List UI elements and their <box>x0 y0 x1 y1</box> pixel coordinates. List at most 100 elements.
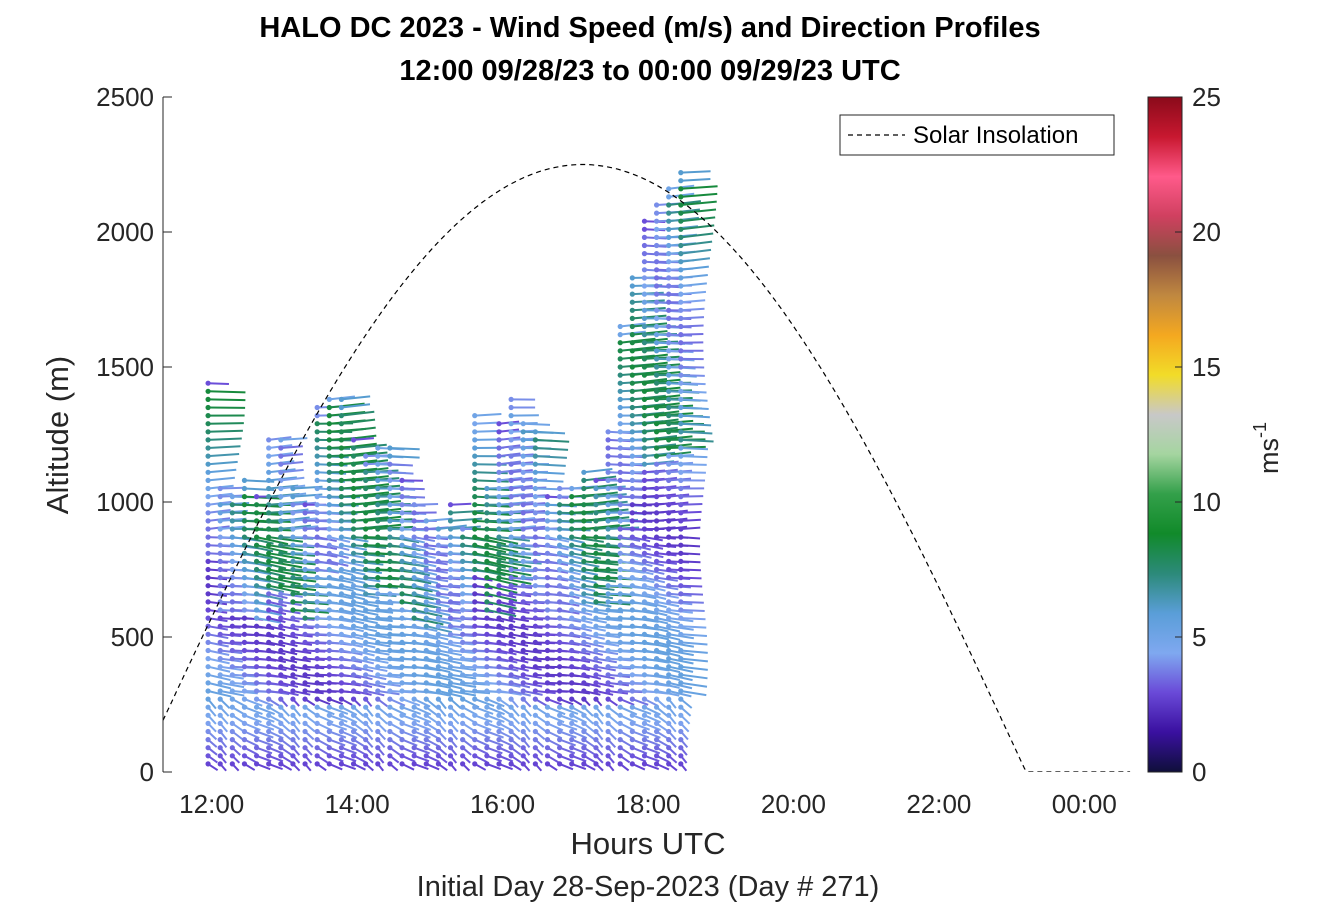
wind-barb-point <box>653 348 660 354</box>
wind-barb-point <box>629 469 635 475</box>
wind-barb-point <box>508 664 514 670</box>
wind-barb-point <box>278 510 284 516</box>
wind-barb-point <box>350 680 357 686</box>
wind-barb-point <box>423 518 429 524</box>
wind-barb-line <box>644 754 660 763</box>
wind-barb-point <box>666 340 672 346</box>
wind-barb-line <box>498 560 532 568</box>
wind-barb-point <box>411 526 417 532</box>
wind-barb-point <box>241 712 248 718</box>
wind-barb-line <box>644 600 667 609</box>
wind-barb-point <box>544 526 551 532</box>
wind-barb-point <box>472 461 478 467</box>
wind-barb-point <box>435 575 441 581</box>
wind-barb-point <box>496 615 502 621</box>
wind-barb-point <box>314 404 320 411</box>
wind-barb-point <box>496 526 502 532</box>
wind-barb-line <box>426 609 451 617</box>
wind-barb-point <box>653 210 660 216</box>
wind-barb-point <box>375 656 381 662</box>
wind-barb-line <box>280 617 300 623</box>
wind-barb-point <box>314 421 320 427</box>
wind-barb-point <box>363 477 369 483</box>
wind-barb-line <box>559 552 583 560</box>
wind-barb-point <box>278 437 284 443</box>
wind-barb-point <box>629 696 635 702</box>
wind-barb-point <box>363 647 369 654</box>
wind-barb-point <box>399 761 405 767</box>
wind-barb-line <box>292 609 330 614</box>
wind-barb-point <box>229 542 235 548</box>
wind-barb-point <box>472 615 478 621</box>
wind-barb-line <box>583 483 618 490</box>
wind-barb-line <box>401 536 426 544</box>
wind-barb-point <box>641 429 648 435</box>
wind-barb-point <box>641 251 648 257</box>
wind-barb-point <box>484 615 490 621</box>
wind-barb-point <box>666 404 672 411</box>
wind-barb-point <box>641 234 648 240</box>
wind-barb-line <box>498 673 520 680</box>
wind-barb-point <box>302 615 308 621</box>
wind-barb-point <box>653 404 660 411</box>
wind-barb-point <box>593 704 599 710</box>
wind-barb-line <box>256 592 284 601</box>
wind-barb-point <box>375 631 381 637</box>
wind-barb-point <box>557 639 563 646</box>
wind-barb-point <box>532 623 538 629</box>
wind-barb-line <box>680 576 702 580</box>
wind-barb-point <box>399 575 405 581</box>
wind-barb-line <box>474 600 494 606</box>
wind-barb-point <box>399 664 405 670</box>
wind-barb-line <box>256 722 275 731</box>
wind-barb-point <box>544 599 551 605</box>
wind-barb-point <box>375 745 381 751</box>
wind-barb-point <box>399 647 405 654</box>
wind-barb-point <box>593 477 599 483</box>
wind-barb-point <box>520 745 526 751</box>
wind-barb-point <box>508 396 514 402</box>
wind-barb-point <box>435 558 441 565</box>
wind-barb-line <box>208 398 246 402</box>
wind-barb-point <box>569 656 575 662</box>
wind-barb-point <box>411 688 417 694</box>
wind-barb-line <box>208 422 244 425</box>
wind-barb-point <box>205 647 211 654</box>
wind-barb-line <box>559 592 580 599</box>
wind-barb-line <box>426 673 451 682</box>
wind-barb-point <box>423 696 429 702</box>
wind-barb-line <box>680 681 708 688</box>
wind-barb-point <box>569 728 575 735</box>
wind-barb-point <box>363 526 369 532</box>
wind-barb-point <box>641 283 648 289</box>
wind-barb-point <box>375 720 381 727</box>
wind-barb-point <box>581 502 587 508</box>
wind-barb-line <box>365 500 402 506</box>
wind-barb-point <box>350 688 357 694</box>
wind-barb-point <box>569 761 575 767</box>
wind-barb-point <box>326 631 332 637</box>
wind-barb-line <box>571 681 590 687</box>
wind-barb-point <box>544 712 551 718</box>
wind-barb-point <box>266 437 272 443</box>
wind-barb-point <box>447 534 454 540</box>
wind-barb-line <box>680 633 707 638</box>
wind-barb-point <box>241 550 248 556</box>
wind-barb-point <box>532 599 538 605</box>
wind-barb-point <box>326 712 332 718</box>
wind-barb-point <box>617 753 623 759</box>
wind-barb-point <box>544 542 551 548</box>
wind-barb-point <box>205 696 211 702</box>
wind-barb-point <box>653 712 660 718</box>
wind-barb-point <box>387 526 393 532</box>
wind-barb-line <box>438 673 463 682</box>
wind-barb-point <box>205 429 211 435</box>
wind-barb-point <box>496 566 502 573</box>
wind-barb-line <box>680 170 711 174</box>
wind-barb-point <box>229 518 235 524</box>
wind-barb-point <box>569 583 575 589</box>
wind-barb-point <box>593 591 599 597</box>
wind-barb-point <box>653 737 660 743</box>
wind-barb-line <box>680 307 705 312</box>
